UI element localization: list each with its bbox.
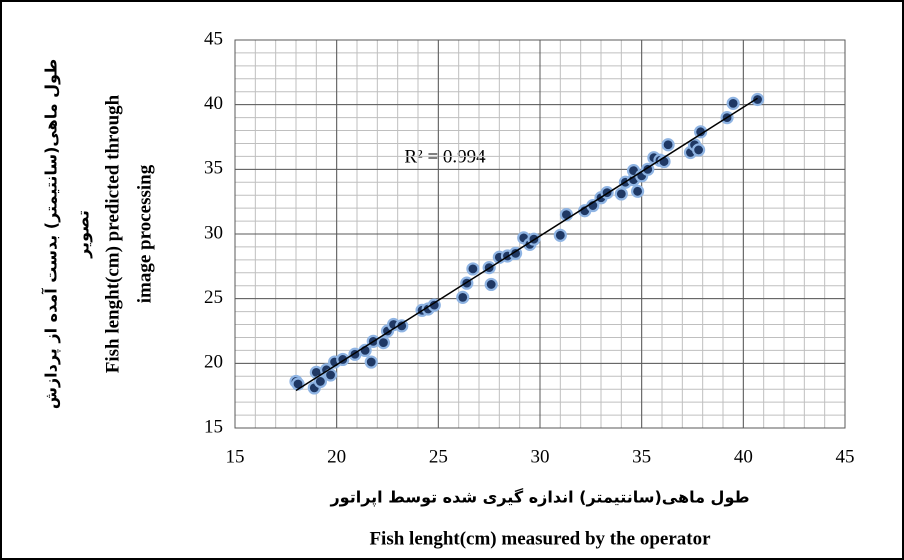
x-tick-label: 20 bbox=[327, 446, 346, 467]
point bbox=[614, 187, 628, 201]
x-tick-label: 35 bbox=[632, 446, 651, 467]
point bbox=[661, 138, 675, 152]
point bbox=[427, 298, 441, 312]
y-label-fa: تصویر bbox=[74, 210, 93, 259]
y-tick-label: 15 bbox=[204, 416, 223, 437]
point bbox=[313, 374, 327, 389]
y-label-fa: طول ماهی(سانتیمتر) بدست آمده از پردازش bbox=[41, 59, 62, 409]
point bbox=[484, 277, 498, 292]
x-tick-label: 40 bbox=[734, 446, 753, 467]
point bbox=[376, 336, 391, 350]
x-label-fa: طول ماهی(سانتیمتر) اندازه گیری شده توسط … bbox=[329, 488, 749, 508]
point bbox=[466, 262, 480, 276]
point bbox=[553, 228, 567, 242]
point bbox=[694, 125, 708, 139]
point bbox=[726, 96, 740, 110]
y-tick-label: 25 bbox=[204, 287, 223, 308]
y-tick-label: 35 bbox=[204, 158, 223, 179]
point bbox=[364, 355, 378, 369]
x-tick-label: 30 bbox=[531, 446, 550, 467]
y-tick-label: 30 bbox=[204, 222, 223, 243]
y-tick-label: 40 bbox=[204, 93, 223, 114]
x-tick-label: 15 bbox=[226, 446, 245, 467]
point bbox=[750, 92, 765, 107]
y-label-en: image processing bbox=[134, 164, 155, 303]
plot-border bbox=[234, 39, 846, 429]
point bbox=[395, 319, 409, 333]
point bbox=[630, 184, 645, 198]
x-tick-label: 45 bbox=[836, 446, 855, 467]
y-label-en: Fish lenght(cm) predicted through bbox=[102, 94, 123, 373]
x-tick-label: 25 bbox=[429, 446, 448, 467]
x-label-en: Fish lenght(cm) measured by the operator bbox=[369, 528, 711, 549]
point bbox=[291, 377, 305, 391]
y-tick-label: 20 bbox=[204, 352, 223, 373]
point bbox=[508, 246, 523, 260]
y-tick-label: 45 bbox=[204, 28, 223, 49]
point bbox=[691, 143, 706, 157]
point bbox=[456, 290, 470, 304]
trendline bbox=[295, 97, 758, 392]
